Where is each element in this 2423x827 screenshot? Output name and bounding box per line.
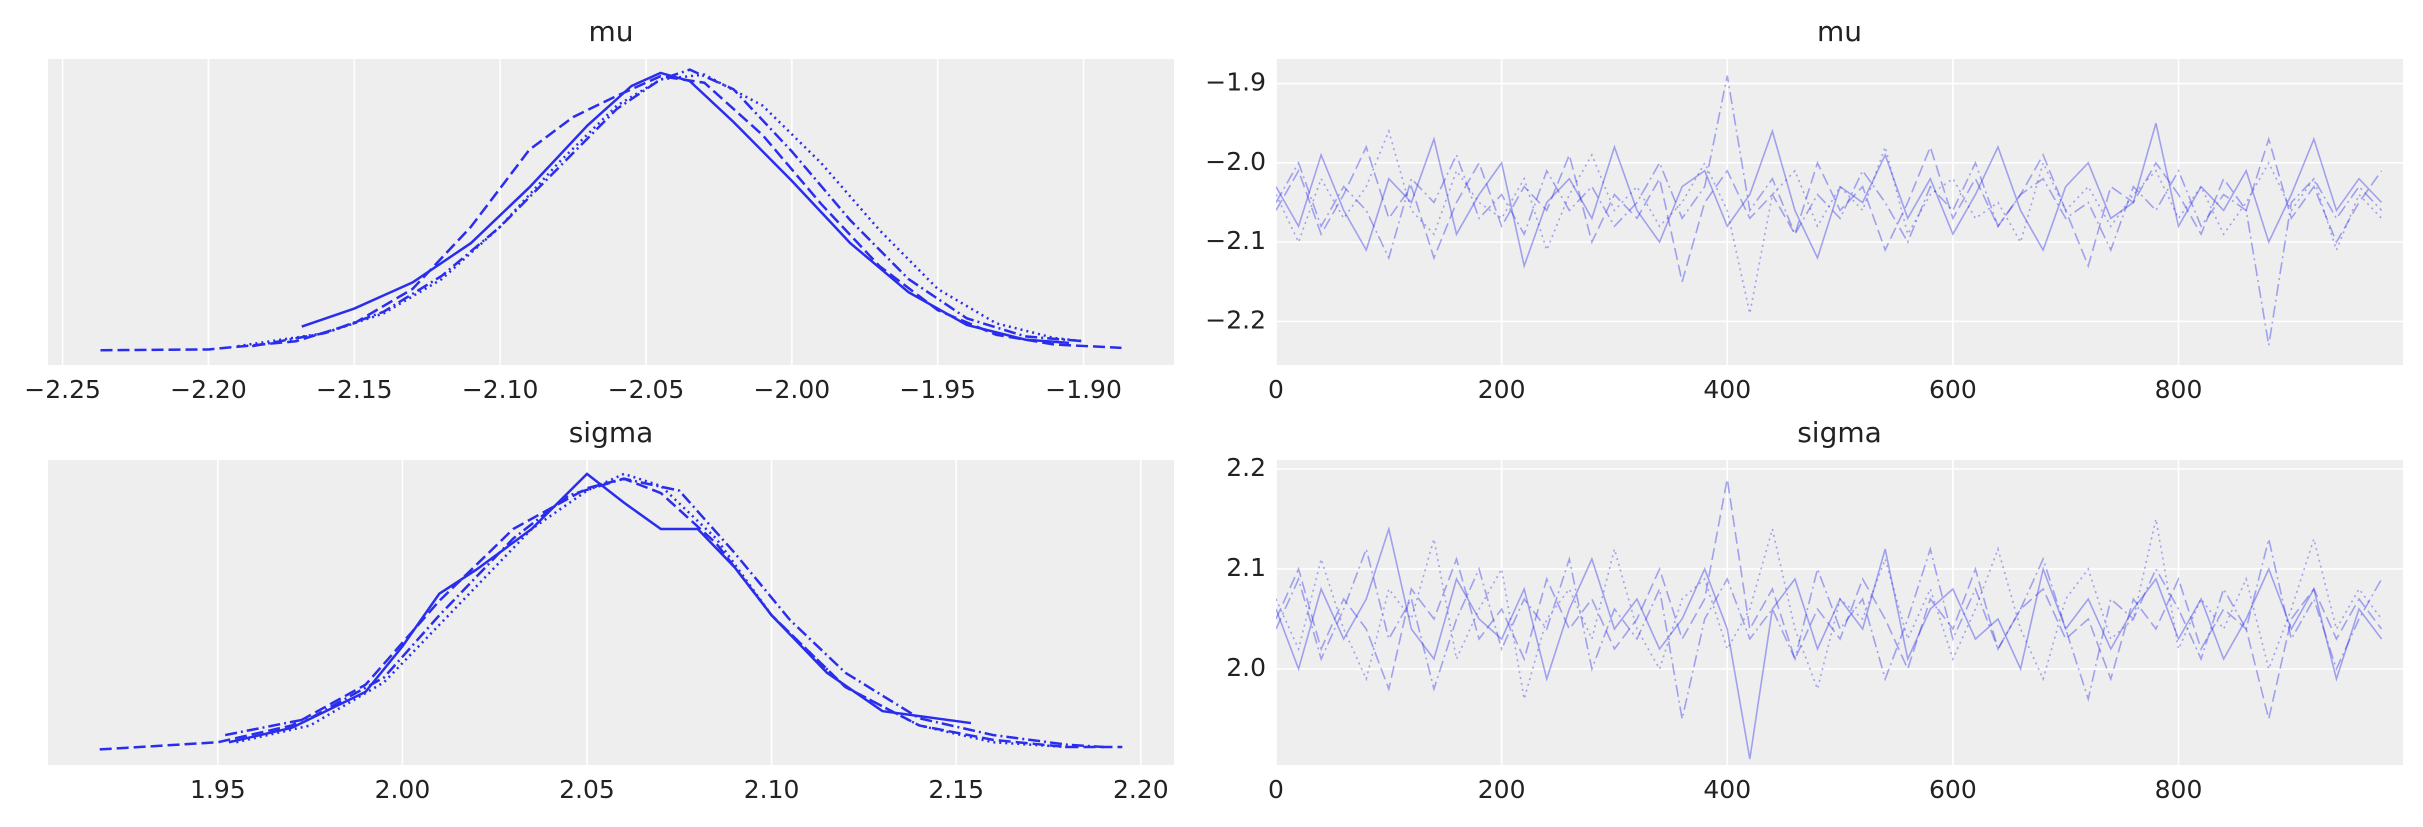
subplot-title: sigma [1797,416,1882,449]
chain-line [1276,75,2383,346]
x-tick-label: 0 [1268,775,1284,804]
x-tick-label: 400 [1703,775,1751,804]
x-tick-label: 1.95 [190,775,246,804]
y-tick-label: 2.0 [1226,653,1266,682]
x-tick-label: 2.10 [744,775,800,804]
x-tick-label: −1.90 [1045,375,1122,404]
chain-line [1276,136,2383,282]
lines [1276,75,2383,346]
plot-area [48,460,1174,765]
x-tick-label: 400 [1703,375,1751,404]
x-tick-label: 2.15 [928,775,984,804]
subplot: mu 0 200 400 600 800 −2.2 −2.1 −2.0 −1.9 [1205,15,2403,404]
subplot-title: mu [588,15,633,48]
y-tick-label: −1.9 [1205,68,1266,97]
chain-line [1276,478,2383,720]
x-tick-label: −2.05 [608,375,685,404]
chain-line [251,68,1084,348]
chain-line [1276,525,2383,760]
chain-line [99,477,1123,751]
chain-line [1276,128,2383,314]
plot-area [1276,59,2403,365]
x-tick-label: 200 [1478,375,1526,404]
subplot-title: mu [1817,15,1862,48]
subplot: sigma 1.95 2.00 2.05 2.10 2.15 2.20 [48,416,1174,804]
lines [100,68,1122,352]
plot-area [1276,460,2403,765]
chain-line [301,71,1070,345]
y-tick-label: −2.0 [1205,147,1266,176]
x-tick-label: −1.95 [899,375,976,404]
subplot-title: sigma [569,416,654,449]
chain-line [236,472,1068,749]
y-tick-label: 2.1 [1226,553,1266,582]
x-tick-label: −2.20 [170,375,247,404]
x-tick-label: −2.00 [754,375,831,404]
x-tick-label: 200 [1478,775,1526,804]
x-tick-label: −2.25 [24,375,101,404]
chain-line [1276,518,2383,700]
x-tick-label: 800 [2155,375,2203,404]
y-tick-label: −2.1 [1205,226,1266,255]
subplot: mu −2.25 −2.20 −2.15 −2.10 −2.05 −2.00 −1.95 −1.… [24,15,1174,404]
chain-line [224,477,1104,749]
chain-line [228,472,972,744]
x-tick-label: 0 [1268,375,1284,404]
x-tick-label: −2.15 [316,375,393,404]
lines [99,472,1123,751]
y-tick-label: 2.2 [1226,453,1266,482]
chain-line [237,73,1084,348]
chain-line [1276,538,2383,720]
x-tick-label: 600 [1929,775,1977,804]
x-tick-label: 800 [2155,775,2203,804]
x-tick-label: 2.05 [559,775,615,804]
lines [1276,478,2383,760]
chain-line [1276,122,2383,269]
x-tick-label: 2.20 [1113,775,1169,804]
x-tick-label: 600 [1929,375,1977,404]
x-tick-label: 2.00 [375,775,431,804]
y-tick-label: −2.2 [1205,305,1266,334]
x-tick-label: −2.10 [462,375,539,404]
subplot: sigma 0 200 400 600 800 2.0 2.1 2.2 [1226,416,2403,804]
